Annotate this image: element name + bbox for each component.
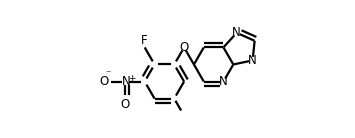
Text: O: O	[120, 98, 130, 111]
Text: N: N	[219, 75, 228, 88]
Text: +: +	[128, 74, 135, 83]
Text: O: O	[99, 75, 108, 88]
Text: N: N	[121, 75, 130, 88]
Text: N: N	[232, 26, 241, 39]
Text: N: N	[248, 54, 257, 67]
Text: ⁻: ⁻	[105, 69, 111, 79]
Text: F: F	[141, 34, 148, 47]
Text: O: O	[180, 41, 189, 54]
